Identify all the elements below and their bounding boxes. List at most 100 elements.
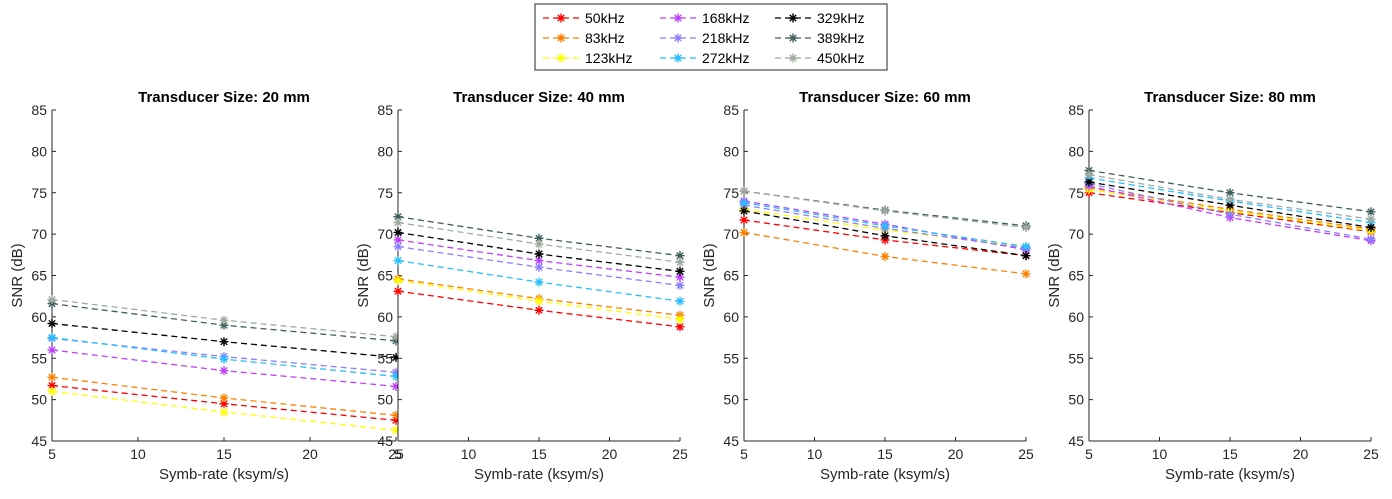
panel-4: 45 50 55 60 65 70 75 80 85 5 10 15 20 25 Symb-rate (ks… — [1046, 89, 1379, 483]
y-tick-label: 80 — [723, 143, 739, 159]
data-point — [739, 227, 749, 237]
data-point — [1225, 200, 1235, 210]
legend-label: 272kHz — [702, 50, 749, 66]
data-point — [219, 393, 229, 403]
legend-entry-329kHz: 329kHz — [775, 10, 864, 26]
y-tick-label: 45 — [31, 433, 47, 449]
x-tick-label: 25 — [672, 446, 688, 462]
y-tick-label: 80 — [1068, 143, 1084, 159]
data-point — [219, 315, 229, 325]
x-axis-label: Symb-rate (ksym/s) — [820, 466, 950, 483]
y-tick-label: 60 — [723, 309, 739, 325]
legend-label: 123kHz — [585, 50, 632, 66]
x-tick-label: 25 — [388, 446, 404, 462]
y-tick-label: 50 — [377, 392, 393, 408]
plot-area — [1089, 110, 1371, 441]
y-axis-label: SNR (dB) — [9, 243, 26, 307]
data-point — [393, 218, 403, 228]
y-tick-label: 80 — [377, 143, 393, 159]
x-tick-label: 10 — [461, 446, 477, 462]
x-tick-label: 15 — [877, 446, 893, 462]
data-point — [534, 296, 544, 306]
series-329kHz — [739, 206, 1031, 261]
plot-area — [52, 110, 396, 441]
y-tick-label: 85 — [31, 102, 47, 118]
data-point — [1021, 223, 1031, 233]
legend-label: 329kHz — [817, 10, 864, 26]
series-168kHz — [393, 235, 685, 282]
series-83kHz — [47, 372, 401, 420]
data-point — [391, 415, 401, 425]
y-tick-label: 75 — [377, 185, 393, 201]
x-tick-label: 5 — [48, 446, 56, 462]
x-tick-label: 15 — [1222, 446, 1238, 462]
y-tick-label: 85 — [1068, 102, 1084, 118]
y-tick-label: 45 — [377, 433, 393, 449]
y-tick-label: 60 — [377, 309, 393, 325]
y-tick-label: 75 — [723, 185, 739, 201]
data-point — [219, 407, 229, 417]
data-point — [675, 266, 685, 276]
data-point — [393, 256, 403, 266]
y-tick-label: 65 — [723, 268, 739, 284]
data-point — [880, 231, 890, 241]
legend-label: 50kHz — [585, 10, 625, 26]
data-point — [675, 280, 685, 290]
x-axis-label: Symb-rate (ksym/s) — [1165, 466, 1295, 483]
legend-label: 389kHz — [817, 30, 864, 46]
y-tick-label: 65 — [31, 268, 47, 284]
data-point — [675, 322, 685, 332]
legend-marker — [788, 53, 798, 63]
series-450kHz — [739, 186, 1031, 233]
data-point — [219, 354, 229, 364]
data-point — [534, 305, 544, 315]
series-450kHz — [47, 295, 401, 342]
x-tick-label: 15 — [531, 446, 547, 462]
y-tick-label: 60 — [31, 309, 47, 325]
data-point — [534, 249, 544, 259]
data-point — [534, 256, 544, 266]
data-point — [47, 372, 57, 382]
series-50kHz — [393, 286, 685, 332]
series-329kHz — [393, 227, 685, 276]
y-tick-label: 55 — [1068, 350, 1084, 366]
legend-label: 450kHz — [817, 50, 864, 66]
series-218kHz — [393, 242, 685, 290]
data-point — [393, 212, 403, 222]
series-272kHz — [739, 198, 1031, 252]
x-tick-label: 25 — [1018, 446, 1034, 462]
y-tick-label: 80 — [31, 143, 47, 159]
legend-entry-218kHz: 218kHz — [660, 30, 749, 46]
legend-label: 83kHz — [585, 30, 625, 46]
y-tick-label: 55 — [377, 350, 393, 366]
data-point — [393, 275, 403, 285]
series-272kHz — [47, 333, 401, 381]
y-tick-label: 70 — [723, 226, 739, 242]
data-point — [880, 221, 890, 231]
data-point — [219, 320, 229, 330]
data-point — [391, 352, 401, 362]
x-tick-label: 5 — [394, 446, 402, 462]
y-tick-label: 85 — [377, 102, 393, 118]
legend-entry-450kHz: 450kHz — [775, 50, 864, 66]
data-point — [880, 206, 890, 216]
y-axis-label: SNR (dB) — [355, 243, 372, 307]
data-point — [393, 286, 403, 296]
data-point — [739, 198, 749, 208]
data-point — [1366, 207, 1376, 217]
data-point — [219, 337, 229, 347]
data-point — [391, 410, 401, 420]
y-tick-label: 70 — [1068, 226, 1084, 242]
x-axis-label: Symb-rate (ksym/s) — [474, 466, 604, 483]
data-point — [534, 233, 544, 243]
series-389kHz — [393, 212, 685, 261]
y-tick-label: 45 — [1068, 433, 1084, 449]
legend-entry-83kHz: 83kHz — [543, 30, 625, 46]
y-tick-label: 45 — [723, 433, 739, 449]
panel-title: Transducer Size: 60 mm — [799, 89, 971, 106]
data-point — [675, 257, 685, 267]
y-tick-label: 50 — [1068, 392, 1084, 408]
series-329kHz — [1084, 177, 1376, 233]
